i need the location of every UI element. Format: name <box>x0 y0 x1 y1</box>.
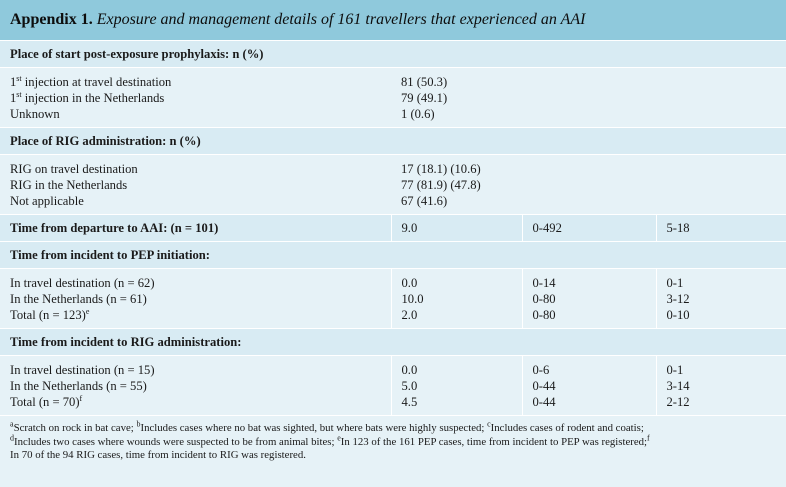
footnote: In 70 of the 94 RIG cases, time from inc… <box>10 449 306 461</box>
row-label: In travel destination (n = 15) <box>10 363 155 377</box>
section-header-pep-initiation: Time from incident to PEP initiation: <box>0 241 786 269</box>
row-labels: 1st injection at travel destination 1st … <box>0 68 391 128</box>
footnote: Includes cases where no bat was sighted,… <box>140 422 488 434</box>
footnote: Includes cases of rodent and coatis; <box>490 422 644 434</box>
section-body-pep-start: 1st injection at travel destination 1st … <box>0 68 786 128</box>
summary-median: 9.0 <box>390 214 522 242</box>
row-label: Not applicable <box>10 194 84 208</box>
cell-value: 81 (50.3) <box>401 75 448 89</box>
cell-value: 1 (0.6) <box>401 107 435 121</box>
section-header-rig-place: Place of RIG administration: n (%) <box>0 127 786 155</box>
table-footnotes: aScratch on rock in bat cave; bIncludes … <box>0 415 786 463</box>
cell-value: 17 (18.1) (10.6) <box>401 162 481 176</box>
iqr-column: 0-1 3-14 2-12 <box>655 355 786 415</box>
row-label: In the Netherlands (n = 55) <box>10 379 147 393</box>
row-label: RIG on travel destination <box>10 162 138 176</box>
footnote: Includes two cases where wounds were sus… <box>14 435 338 448</box>
summary-iqr: 5-18 <box>655 214 786 242</box>
row-label: In travel destination (n = 62) <box>10 276 155 290</box>
row-label: 1st injection in the Netherlands <box>10 89 165 105</box>
section-header-rig-administration: Time from incident to RIG administration… <box>0 328 786 356</box>
cell-value: 79 (49.1) <box>401 91 448 105</box>
row-label: RIG in the Netherlands <box>10 178 128 192</box>
appendix-caption: Exposure and management details of 161 t… <box>96 11 586 28</box>
range-column: 0-14 0-80 0-80 <box>521 268 656 329</box>
row-label: 1st injection at travel destination <box>10 73 172 89</box>
summary-range: 0-492 <box>521 214 656 242</box>
row-values: 81 (50.3) 79 (49.1) 1 (0.6) <box>391 68 786 128</box>
cell-value: 67 (41.6) <box>401 194 448 208</box>
row-label: Unknown <box>10 107 60 121</box>
table-title: Appendix 1. Exposure and management deta… <box>0 0 786 40</box>
section-body-rig-place: RIG on travel destination RIG in the Net… <box>0 155 786 215</box>
row-labels: RIG on travel destination RIG in the Net… <box>0 155 391 215</box>
footnote: In 123 of the 161 PEP cases, time from i… <box>340 435 648 448</box>
section-body-rig-administration: In travel destination (n = 15) In the Ne… <box>0 355 786 416</box>
cell-value: 77 (81.9) (47.8) <box>401 178 481 192</box>
row-values: 17 (18.1) (10.6) 77 (81.9) (47.8) 67 (41… <box>391 155 786 215</box>
row-labels: In travel destination (n = 15) In the Ne… <box>0 356 391 416</box>
summary-label: Time from departure to AAI: (n = 101) <box>0 214 391 242</box>
row-labels: In travel destination (n = 62) In the Ne… <box>0 269 391 329</box>
summary-row-departure: Time from departure to AAI: (n = 101) 9.… <box>0 214 786 242</box>
section-header-pep-start: Place of start post-exposure prophylaxis… <box>0 40 786 68</box>
footnote: Scratch on rock in bat cave; <box>13 422 137 434</box>
row-label: Total (n = 70)f <box>10 393 83 409</box>
row-label: In the Netherlands (n = 61) <box>10 292 147 306</box>
range-column: 0-6 0-44 0-44 <box>521 355 656 415</box>
median-column: 0.0 5.0 4.5 <box>390 355 522 415</box>
section-body-pep-initiation: In travel destination (n = 62) In the Ne… <box>0 268 786 329</box>
median-column: 0.0 10.0 2.0 <box>390 268 522 329</box>
data-table: Place of start post-exposure prophylaxis… <box>0 40 786 415</box>
appendix-label: Appendix 1. <box>10 11 93 28</box>
row-label: Total (n = 123)e <box>10 306 90 322</box>
iqr-column: 0-1 3-12 0-10 <box>655 268 786 329</box>
